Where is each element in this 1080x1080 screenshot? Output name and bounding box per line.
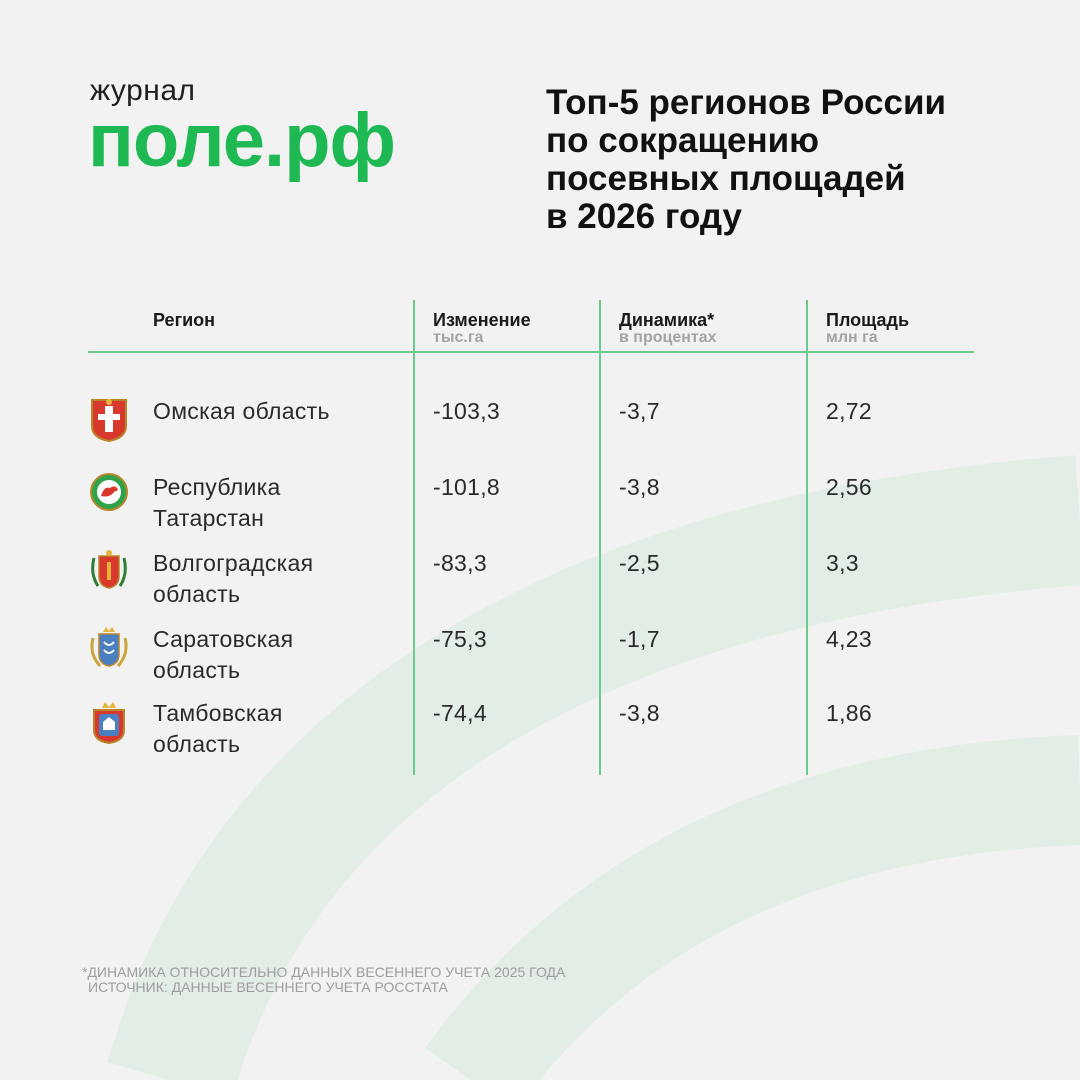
header-dynamics-label: Динамика* (619, 310, 715, 330)
area-value: 4,23 (826, 626, 872, 652)
region-name: Волгоградская область (153, 550, 314, 607)
header-region-label: Регион (153, 310, 215, 330)
logo: журнал поле.рф (88, 74, 396, 183)
region-name: Республика Татарстан (153, 474, 281, 531)
column-divider (806, 300, 808, 775)
region-name: Тамбовская область (153, 700, 283, 757)
column-divider (413, 300, 415, 775)
regions-table: Регион Изменение тыс.га Динамика* в проц… (88, 300, 974, 775)
logo-subtitle: журнал (90, 74, 196, 107)
source-note: источник: данные весеннего учета Росстат… (88, 979, 448, 995)
change-value: -101,8 (433, 474, 501, 500)
header-area: Площадь млн га (826, 310, 909, 346)
change-value: -83,3 (433, 550, 487, 576)
tambov-emblem-icon (93, 702, 125, 744)
change-value: -74,4 (433, 700, 487, 726)
dynamics-value: -3,8 (619, 474, 660, 500)
header-change-label: Изменение (433, 310, 531, 330)
page-title: Топ-5 регионов России по сокращению посе… (546, 83, 946, 236)
column-divider (599, 300, 601, 775)
header-region: Регион (153, 310, 215, 330)
table-row: Тамбовская область -74,4 -3,8 1,86 (88, 698, 974, 768)
table-row: Республика Татарстан -101,8 -3,8 2,56 (88, 472, 974, 542)
header-dynamics: Динамика* в процентах (619, 310, 717, 346)
tatarstan-emblem-icon (90, 473, 128, 511)
table-row: Саратовская область -75,3 -1,7 4,23 (88, 624, 974, 694)
dynamics-value: -1,7 (619, 626, 660, 652)
saratov-emblem-icon (90, 627, 128, 668)
change-value: -75,3 (433, 626, 487, 652)
omsk-emblem-icon (91, 399, 127, 442)
dynamics-value: -2,5 (619, 550, 660, 576)
area-value: 3,3 (826, 550, 859, 576)
header-change-unit: тыс.га (433, 329, 484, 346)
region-name: Омская область (153, 398, 330, 424)
header-divider (88, 351, 974, 353)
header-change: Изменение тыс.га (433, 310, 531, 346)
header-area-unit: млн га (826, 329, 878, 346)
area-value: 2,56 (826, 474, 872, 500)
footnote: *динамика относительно данных весеннего … (82, 965, 565, 995)
region-name: Саратовская область (153, 626, 294, 683)
table-row: Волгоградская область -83,3 -2,5 3,3 (88, 548, 974, 618)
volgograd-emblem-icon (91, 550, 127, 589)
logo-wordmark: поле.рф (88, 98, 396, 183)
header-dynamics-unit: в процентах (619, 329, 717, 346)
footnote-line: *динамика относительно данных весеннего … (82, 964, 566, 980)
change-value: -103,3 (433, 398, 501, 424)
area-value: 2,72 (826, 398, 872, 424)
header-area-label: Площадь (826, 310, 910, 330)
table-row: Омская область -103,3 -3,7 2,72 (88, 396, 974, 466)
area-value: 1,86 (826, 700, 872, 726)
dynamics-value: -3,7 (619, 398, 660, 424)
dynamics-value: -3,8 (619, 700, 660, 726)
